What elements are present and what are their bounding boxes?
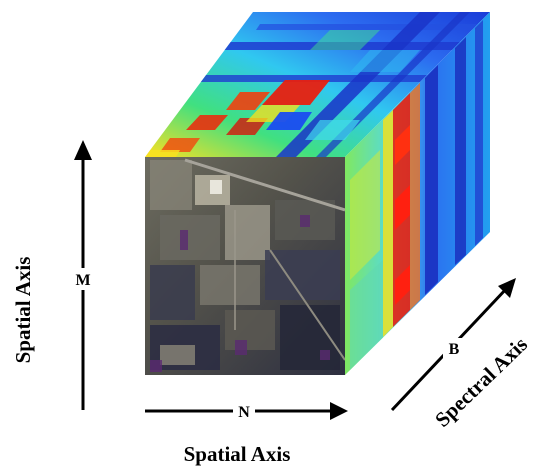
cube-top-face (145, 12, 490, 157)
spatial-axis-label-horizontal: Spatial Axis (184, 442, 291, 466)
dim-label-m: M (75, 272, 90, 289)
spatial-axis-label-vertical: Spatial Axis (11, 257, 35, 364)
dim-label-n: N (238, 404, 250, 421)
cube-side-face (345, 12, 490, 375)
dim-label-b: B (449, 341, 460, 358)
cube-front-face-aerial-image (145, 157, 345, 375)
